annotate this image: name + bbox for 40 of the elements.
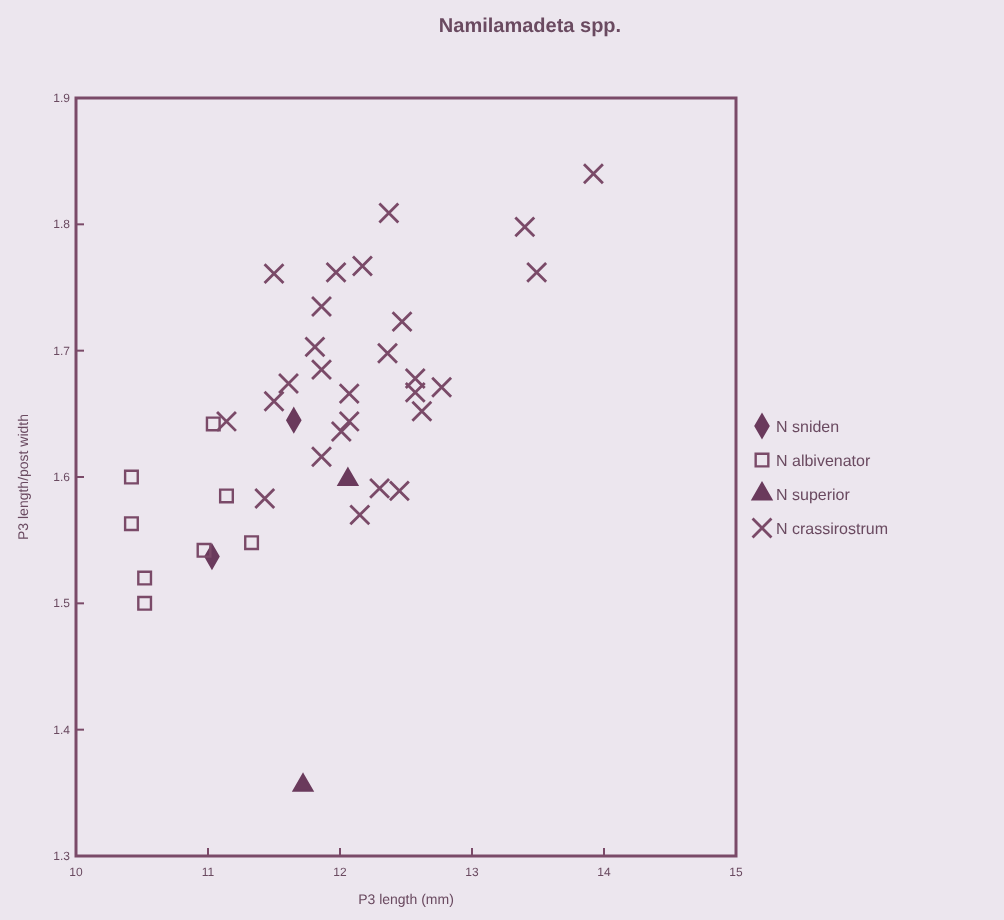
point [582, 162, 605, 185]
point [410, 400, 433, 423]
point [253, 487, 276, 510]
legend-label: N albivenator [776, 452, 871, 470]
point [137, 595, 153, 611]
point [304, 336, 326, 358]
legend-label: N sniden [776, 418, 840, 436]
point [215, 410, 238, 433]
point [123, 516, 139, 532]
point [205, 416, 221, 432]
point [325, 261, 347, 284]
point [525, 261, 548, 284]
point [218, 488, 235, 504]
point [310, 295, 333, 318]
chart-title: Namilamadeta spp. [438, 16, 622, 38]
point [277, 372, 300, 395]
point [338, 382, 361, 405]
point [310, 445, 333, 468]
point [263, 262, 285, 285]
point [337, 467, 359, 486]
point [376, 342, 399, 365]
point [348, 504, 371, 526]
point [263, 390, 285, 413]
point [123, 469, 139, 485]
legend-label: N superior [776, 486, 851, 504]
point [196, 542, 212, 558]
point [338, 410, 361, 433]
point [513, 216, 536, 238]
point [244, 535, 260, 551]
point [391, 310, 413, 333]
point [377, 202, 400, 224]
point [404, 381, 427, 404]
legend-label: N crassirostrum [776, 520, 889, 538]
point [351, 255, 374, 277]
point [292, 773, 314, 792]
point [137, 570, 153, 586]
point [330, 420, 353, 443]
point [404, 367, 427, 390]
point [430, 376, 453, 399]
point [310, 358, 333, 381]
